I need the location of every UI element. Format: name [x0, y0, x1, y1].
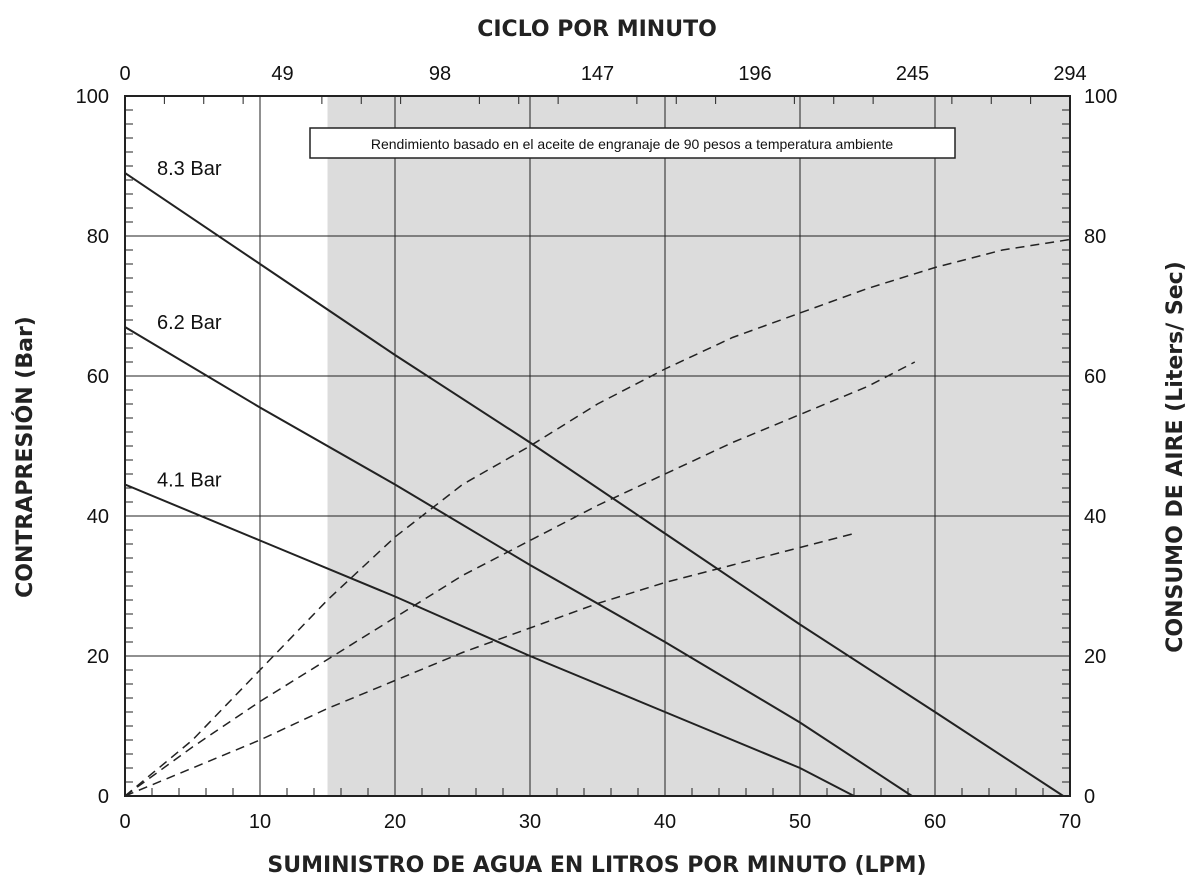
y2-tick-label: 100: [1084, 86, 1117, 108]
y-tick-label: 40: [87, 506, 109, 528]
x2-tick-label: 98: [429, 63, 451, 85]
minor-ticks: [125, 96, 1070, 796]
x2-tick-label: 49: [271, 63, 293, 85]
shaded-region: [327, 96, 1070, 796]
y2-tick-label: 80: [1084, 226, 1106, 248]
series-label: 4.1 Bar: [157, 470, 222, 492]
pressure-line-6-2-bar: [124, 326, 913, 797]
y2-tick-label: 0: [1084, 786, 1095, 808]
y2-tick-label: 60: [1084, 366, 1106, 388]
x2-tick-label: 245: [896, 63, 929, 85]
x2-tick-label: 147: [581, 63, 614, 85]
x-tick-label: 60: [924, 811, 946, 833]
x2-tick-label: 294: [1053, 63, 1086, 85]
series-labels: 8.3 Bar 6.2 Bar 4.1 Bar: [157, 158, 222, 492]
y2-tick-label: 40: [1084, 506, 1106, 528]
y-tick-label: 0: [98, 786, 109, 808]
x-tick-label: 0: [119, 811, 130, 833]
plot-frame: [124, 95, 1071, 797]
air-consumption-curve-1: [124, 238, 1071, 797]
y-tick-label: 100: [76, 86, 109, 108]
y-tick-label: 60: [87, 366, 109, 388]
air-consumption-curve-3: [124, 532, 855, 797]
x-tick-label: 50: [789, 811, 811, 833]
series-label: 8.3 Bar: [157, 158, 222, 180]
grid-lines: [125, 96, 1070, 796]
bottom-axis-title: SUMINISTRO DE AGUA EN LITROS POR MINUTO …: [267, 853, 926, 878]
x-tick-label: 10: [249, 811, 271, 833]
y-tick-label: 20: [87, 646, 109, 668]
top-axis-title: CICLO POR MINUTO: [477, 17, 717, 42]
pressure-line-4-1-bar: [124, 483, 855, 797]
x-tick-label: 40: [654, 811, 676, 833]
note-box: Rendimiento basado en el aceite de engra…: [309, 127, 956, 159]
series-label: 6.2 Bar: [157, 312, 222, 334]
x-tick-label: 30: [519, 811, 541, 833]
x-tick-label: 20: [384, 811, 406, 833]
y2-tick-label: 20: [1084, 646, 1106, 668]
tick-labels: 0 10 20 30 40 50 60 700 49 98 147 196 245 29402040608…: [76, 63, 1118, 833]
pressure-line-8-3-bar: [124, 172, 1064, 797]
note-text: Rendimiento basado en el aceite de engra…: [371, 136, 893, 152]
x2-tick-label: 0: [119, 63, 130, 85]
x-tick-label: 70: [1059, 811, 1081, 833]
left-axis-title: CONTRAPRESIÓN (Bar): [12, 316, 38, 598]
x2-tick-label: 196: [738, 63, 771, 85]
series-lines: [124, 172, 1071, 797]
right-axis-title: CONSUMO DE AIRE (Liters/ Sec): [1163, 261, 1188, 653]
y-tick-label: 80: [87, 226, 109, 248]
note-box-frame: [309, 127, 956, 159]
